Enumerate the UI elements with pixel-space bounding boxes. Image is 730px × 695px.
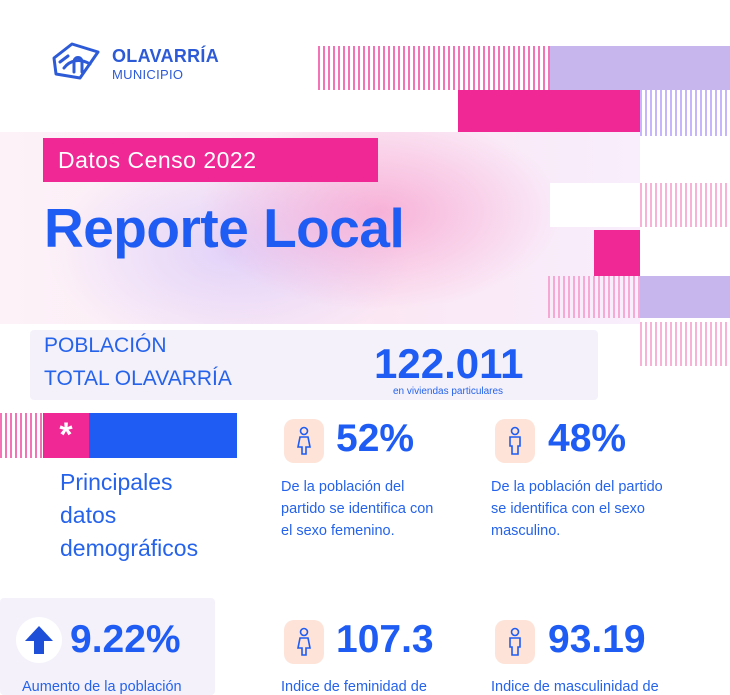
arrow-up-icon (16, 617, 62, 663)
municipality-logo-icon (52, 42, 100, 80)
page-title: Reporte Local (44, 197, 405, 259)
male-person-icon (495, 620, 535, 664)
decor-stripes-section (0, 413, 43, 458)
stat-female-desc: De la población del partido se identific… (281, 476, 433, 542)
section-title-line: Principales (60, 469, 173, 495)
stat-masculinity-value: 93.19 (548, 618, 646, 661)
decor-stripes-pink-3 (548, 276, 640, 318)
stat-female-value: 52% (336, 417, 415, 460)
stat-male-value: 48% (548, 417, 627, 460)
desc-line: De la población del (281, 479, 405, 495)
stat-growth-value: 9.22% (70, 618, 181, 661)
section-title-line: datos (60, 502, 117, 528)
decor-stripes-lavender (640, 90, 730, 136)
population-label-line1: POBLACIÓN (44, 334, 167, 357)
decor-block-pink (458, 90, 640, 136)
decor-block-pink-2 (594, 230, 640, 276)
section-title: Principales datos demográficos (60, 466, 198, 565)
stat-growth-desc: Aumento de la población (22, 679, 182, 695)
decor-stripes-pink-2 (640, 183, 730, 227)
logo-name: OLAVARRÍA (112, 46, 220, 66)
census-badge: Datos Censo 2022 (43, 138, 378, 182)
stat-femininity-value: 107.3 (336, 618, 434, 661)
population-label-line2: TOTAL OLAVARRÍA (44, 367, 232, 390)
desc-line: De la población del partido (491, 479, 663, 495)
decor-block-lavender-2 (640, 276, 730, 318)
stat-male-desc: De la población del partido se identific… (491, 476, 663, 542)
male-person-icon (495, 419, 535, 463)
section-bar (89, 413, 237, 458)
population-value: 122.011 (374, 340, 524, 387)
decor-stripes-pink (318, 46, 550, 90)
section-title-line: demográficos (60, 535, 199, 561)
population-subtext: en viviendas particulares (393, 386, 504, 397)
female-person-icon (284, 620, 324, 664)
desc-line: partido se identifica con (281, 501, 434, 517)
desc-line: se identifica con el sexo (491, 501, 645, 517)
logo (46, 38, 106, 88)
desc-line: el sexo femenino. (281, 523, 395, 539)
decor-block-white (550, 183, 640, 227)
decor-block-lavender (550, 46, 730, 90)
population-panel (30, 330, 598, 400)
logo-subtitle: MUNICIPIO (112, 67, 184, 82)
desc-line: masculino. (491, 523, 561, 539)
female-person-icon (284, 419, 324, 463)
asterisk-icon: * (43, 413, 89, 458)
decor-stripes-pink-4 (640, 322, 730, 366)
stat-femininity-desc: Indice de feminidad de (281, 679, 427, 695)
stat-masculinity-desc: Indice de masculinidad de (491, 679, 659, 695)
